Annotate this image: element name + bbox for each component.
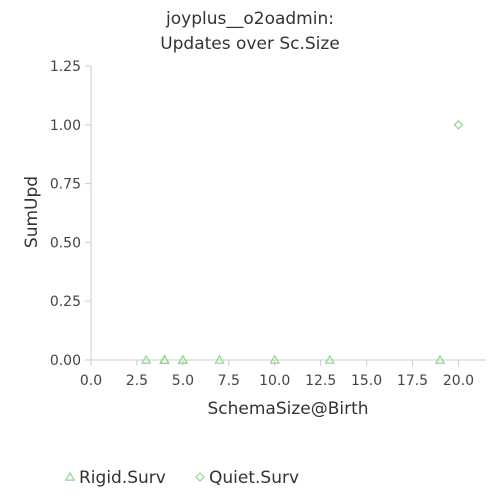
legend: Rigid.Surv Quiet.Surv <box>64 468 299 488</box>
data-points <box>140 119 464 364</box>
rigid-surv-point <box>434 354 446 364</box>
y-tick-label: 1.00 <box>50 118 81 134</box>
x-tick-label: 15.0 <box>351 373 382 389</box>
rigid-surv-point <box>159 354 170 364</box>
quiet-surv-point <box>453 119 464 130</box>
rigid-surv-point <box>324 354 336 364</box>
x-tick-label: 17.5 <box>397 373 428 389</box>
x-tick-label: 20.0 <box>443 373 474 389</box>
rigid-surv-legend-marker <box>64 471 76 481</box>
y-tick-label: 0.75 <box>50 177 81 193</box>
x-tick-label: 10.0 <box>259 373 290 389</box>
rigid-surv-point <box>269 354 280 364</box>
rigid-surv-legend-label: Rigid.Surv <box>79 468 166 488</box>
rigid-surv-point <box>214 354 225 364</box>
chart-title: joyplus__o2oadmin: Updates over Sc.Size <box>160 9 340 54</box>
quiet-surv-legend-marker <box>195 472 205 482</box>
x-tick-label: 12.5 <box>305 373 336 389</box>
x-tick-label: 7.5 <box>218 373 240 389</box>
x-axis-label: SchemaSize@Birth <box>207 399 368 419</box>
axes: 0.00 0.25 0.50 0.75 1.00 1.25 0.0 2.5 5.0 7.5 10.0… <box>50 59 486 389</box>
x-tick-label: 0.0 <box>80 373 102 389</box>
x-tick-label: 5.0 <box>172 373 194 389</box>
y-tick-label: 0.25 <box>50 294 81 310</box>
rigid-surv-point <box>177 354 189 364</box>
y-tick-label: 1.25 <box>50 59 81 75</box>
y-axis-label: SumUpd <box>22 176 42 248</box>
y-tick-label: 0.50 <box>50 235 81 251</box>
quiet-surv-legend-label: Quiet.Surv <box>209 468 299 488</box>
y-tick-label: 0.00 <box>50 353 81 369</box>
x-tick-label: 2.5 <box>126 373 148 389</box>
rigid-surv-point <box>140 354 152 364</box>
chart-title-line-1: joyplus__o2oadmin: <box>165 9 334 29</box>
chart-title-line-2: Updates over Sc.Size <box>160 34 340 54</box>
